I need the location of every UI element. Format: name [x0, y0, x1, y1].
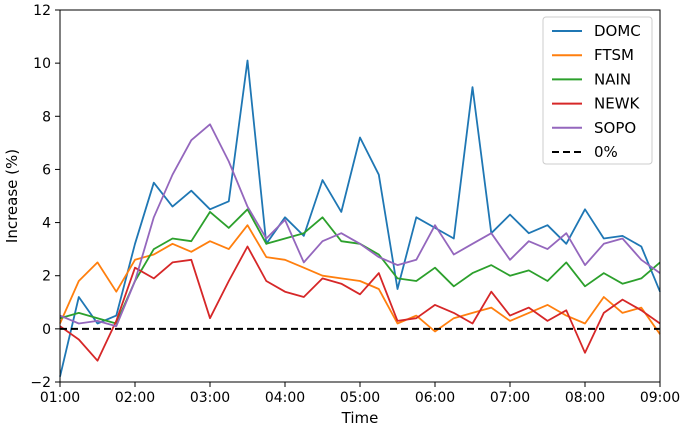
x-tick-label: 09:00 — [640, 390, 680, 406]
x-axis: 01:00 02:00 03:00 04:00 05:00 06:00 07:00 08:00… — [40, 382, 680, 406]
y-tick-label: 10 — [33, 56, 51, 72]
y-tick-label: 12 — [33, 3, 51, 19]
legend-label: DOMC — [594, 22, 641, 40]
x-tick-label: 01:00 — [40, 390, 80, 406]
y-tick-label: 4 — [42, 216, 51, 232]
legend-label: SOPO — [594, 119, 636, 137]
x-tick-label: 03:00 — [190, 390, 230, 406]
y-tick-label: 8 — [42, 109, 51, 125]
y-axis: −2 0 2 4 6 8 10 12 — [30, 3, 60, 391]
series-line-newk — [59, 245, 661, 362]
x-tick-label: 08:00 — [565, 390, 605, 406]
y-tick-label: 6 — [42, 162, 51, 178]
x-tick-label: 05:00 — [340, 390, 380, 406]
y-axis-label: Increase (%) — [3, 149, 21, 243]
y-tick-label: 2 — [42, 269, 51, 285]
x-tick-label: 02:00 — [115, 390, 155, 406]
series-line-nain — [59, 208, 661, 325]
x-tick-label: 06:00 — [415, 390, 455, 406]
plot-area — [59, 9, 661, 383]
series-layer — [59, 59, 661, 377]
x-tick-label: 04:00 — [265, 390, 305, 406]
series-line-sopo — [59, 123, 661, 328]
y-tick-label: 0 — [42, 322, 51, 338]
series-line-ftsm — [59, 224, 661, 335]
legend-label: NEWK — [594, 95, 641, 113]
legend-label: NAIN — [594, 70, 631, 88]
legend-label: FTSM — [594, 46, 634, 64]
legend-label: 0% — [594, 143, 618, 161]
x-axis-label: Time — [341, 409, 379, 427]
y-tick-label: −2 — [30, 375, 51, 391]
x-tick-label: 07:00 — [490, 390, 530, 406]
legend: DOMC FTSM NAIN NEWK SOPO 0% — [542, 16, 653, 165]
